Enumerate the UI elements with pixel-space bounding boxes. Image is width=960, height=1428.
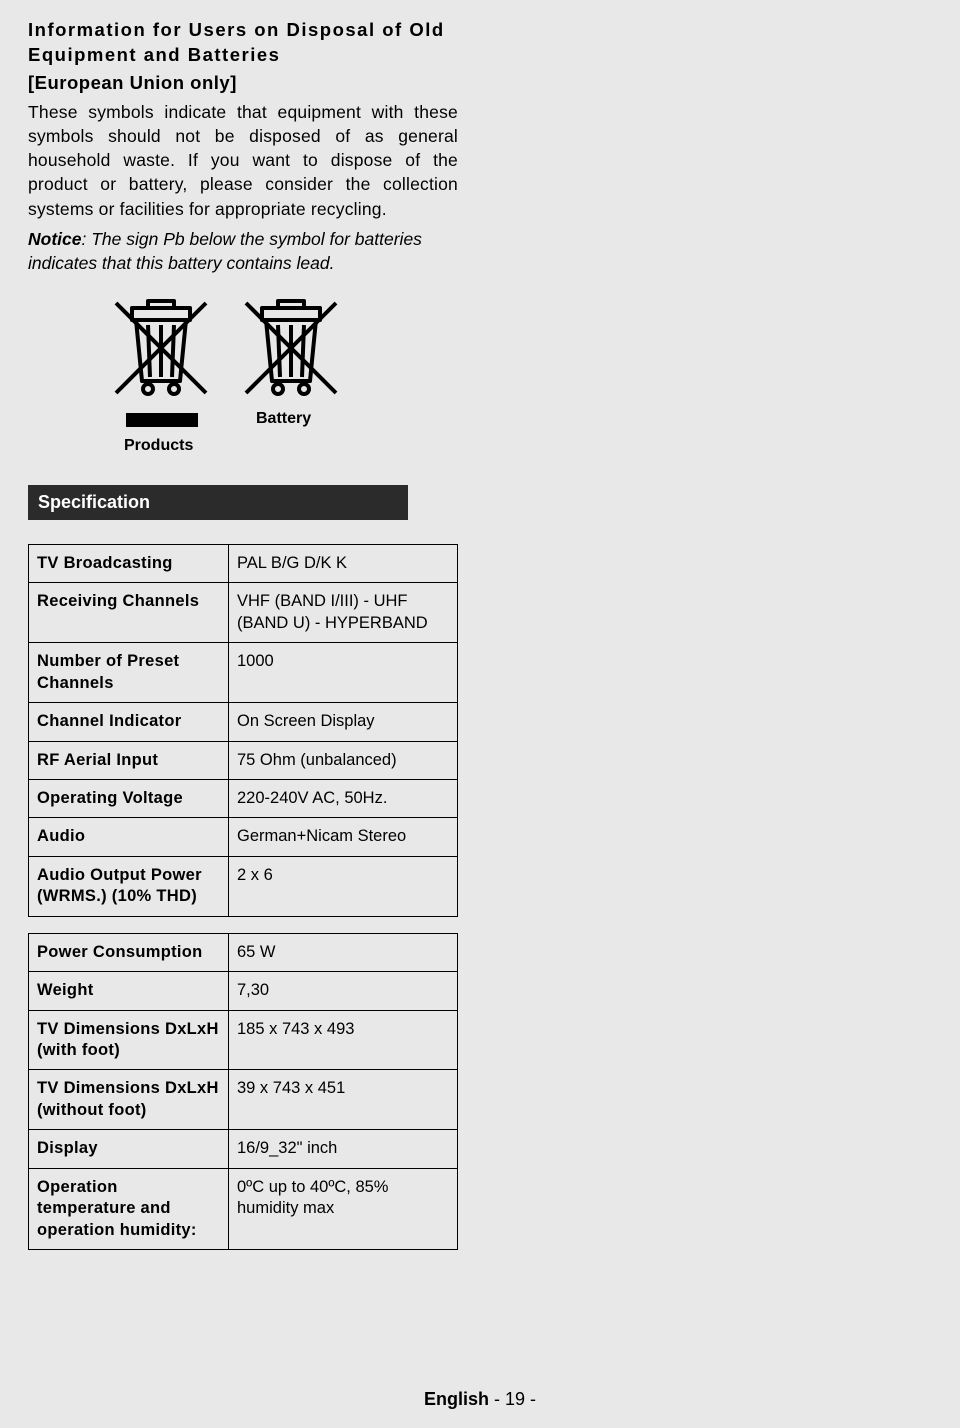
table-row: TV Dimensions DxLxH (without foot)39 x 7… [29,1070,458,1130]
spec-key: Receiving Channels [29,583,229,643]
spec-value: PAL B/G D/K K [229,544,458,582]
notice-body: : The sign Pb below the symbol for batte… [28,229,422,273]
table-row: Display16/9_32" inch [29,1130,458,1168]
crossed-bin-icon [106,295,216,410]
spec-value: 220-240V AC, 50Hz. [229,779,458,817]
spec-value: 39 x 743 x 451 [229,1070,458,1130]
table-row: Operating Voltage220-240V AC, 50Hz. [29,779,458,817]
spec-value: 0ºC up to 40ºC, 85% humidity max [229,1168,458,1249]
left-column: Information for Users on Disposal of Old… [28,18,458,1250]
spec-value: 75 Ohm (unbalanced) [229,741,458,779]
spec-key: Audio Output Power (WRMS.) (10% THD) [29,856,229,916]
table-row: Audio Output Power (WRMS.) (10% THD)2 x … [29,856,458,916]
footer-page-number: - 19 - [489,1389,536,1409]
spec-value: German+Nicam Stereo [229,818,458,856]
spec-key: Display [29,1130,229,1168]
table-row: Operation temperature and operation humi… [29,1168,458,1249]
spec-key: Channel Indicator [29,703,229,741]
battery-label: Battery [256,410,311,428]
spec-key: Power Consumption [29,933,229,971]
specification-header: Specification [28,485,408,520]
table-row: Weight7,30 [29,972,458,1010]
spec-key: Weight [29,972,229,1010]
table-row: AudioGerman+Nicam Stereo [29,818,458,856]
spec-value: VHF (BAND I/III) - UHF (BAND U) - HYPERB… [229,583,458,643]
spec-key: Operating Voltage [29,779,229,817]
spec-key: TV Broadcasting [29,544,229,582]
table-row: TV Dimensions DxLxH (with foot)185 x 743… [29,1010,458,1070]
page: Information for Users on Disposal of Old… [0,0,960,1250]
products-label: Products [124,437,193,455]
spec-value: On Screen Display [229,703,458,741]
table-row: Power Consumption65 W [29,933,458,971]
section-heading: Information for Users on Disposal of Old… [28,18,458,68]
table-row: Channel IndicatorOn Screen Display [29,703,458,741]
spec-key: RF Aerial Input [29,741,229,779]
spec-key: Number of Preset Channels [29,643,229,703]
table-row: Number of Preset Channels1000 [29,643,458,703]
spec-value: 2 x 6 [229,856,458,916]
products-bar-icon [126,413,198,427]
notice-text: Notice: The sign Pb below the symbol for… [28,227,458,275]
weee-symbols-row: Products Battery [106,295,458,475]
table-row: Receiving ChannelsVHF (BAND I/III) - UHF… [29,583,458,643]
table-row: RF Aerial Input75 Ohm (unbalanced) [29,741,458,779]
disposal-body-text: These symbols indicate that equipment wi… [28,100,458,221]
spec-key: TV Dimensions DxLxH (without foot) [29,1070,229,1130]
notice-label: Notice [28,229,81,249]
section-subheading: [European Union only] [28,72,458,94]
spec-value: 16/9_32" inch [229,1130,458,1168]
page-footer: English - 19 - [0,1389,960,1410]
specification-table-1: TV BroadcastingPAL B/G D/K KReceiving Ch… [28,544,458,917]
spec-value: 185 x 743 x 493 [229,1010,458,1070]
crossed-bin-icon [236,295,346,410]
spec-value: 65 W [229,933,458,971]
table-row: TV BroadcastingPAL B/G D/K K [29,544,458,582]
spec-value: 1000 [229,643,458,703]
spec-key: TV Dimensions DxLxH (with foot) [29,1010,229,1070]
spec-key: Operation temperature and operation humi… [29,1168,229,1249]
footer-language: English [424,1389,489,1409]
spec-value: 7,30 [229,972,458,1010]
specification-table-2: Power Consumption65 WWeight7,30TV Dimens… [28,933,458,1250]
spec-key: Audio [29,818,229,856]
